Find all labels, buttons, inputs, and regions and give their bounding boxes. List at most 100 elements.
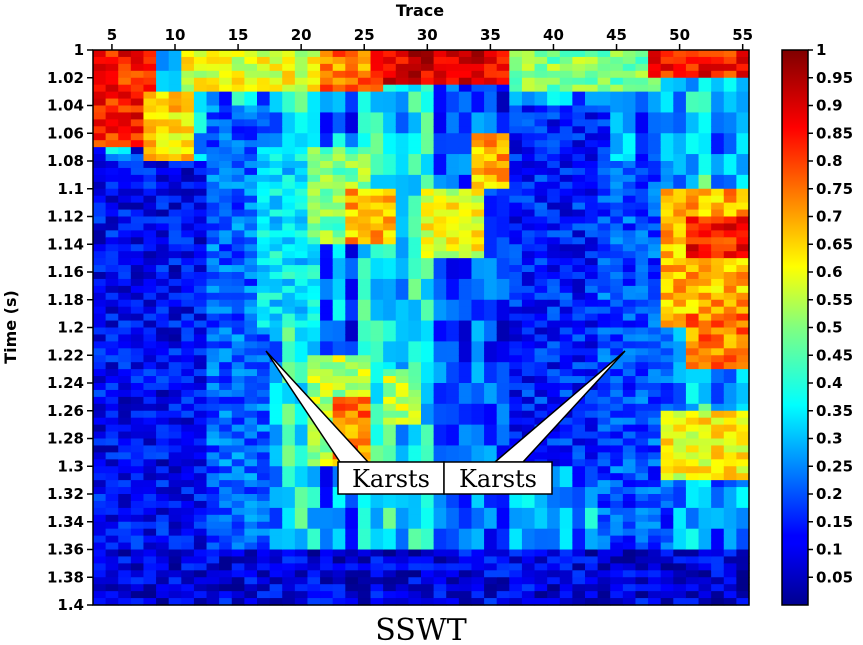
- heatmap-cell: [698, 320, 712, 329]
- heatmap-cell: [156, 258, 170, 266]
- heatmap-cell: [458, 341, 473, 349]
- heatmap-cell: [219, 521, 233, 530]
- heatmap-cell: [244, 209, 258, 218]
- heatmap-cell: [711, 556, 725, 564]
- heatmap-cell: [648, 424, 662, 433]
- heatmap-cell: [244, 237, 258, 245]
- heatmap-cell: [534, 320, 548, 329]
- heatmap-cell: [168, 466, 182, 474]
- heatmap-cell: [635, 244, 649, 252]
- heatmap-cell: [156, 265, 170, 273]
- heatmap-cell: [585, 84, 599, 93]
- heatmap-cell: [269, 438, 283, 447]
- heatmap-cell: [509, 362, 523, 370]
- heatmap-cell: [660, 105, 674, 114]
- heatmap-cell: [156, 278, 170, 287]
- heatmap-cell: [118, 147, 132, 155]
- heatmap-cell: [105, 230, 119, 238]
- heatmap-cell: [370, 348, 384, 356]
- heatmap-cell: [496, 535, 510, 544]
- heatmap-cell: [206, 63, 220, 72]
- heatmap-cell: [458, 98, 473, 107]
- heatmap-cell: [446, 126, 460, 134]
- heatmap-cell: [585, 514, 599, 523]
- heatmap-cell: [156, 216, 170, 225]
- heatmap-cell: [496, 563, 510, 571]
- heatmap-cell: [294, 341, 309, 349]
- heatmap-cell: [181, 528, 195, 537]
- heatmap-cell: [572, 299, 586, 308]
- heatmap-cell: [572, 431, 586, 440]
- heatmap-cell: [673, 230, 687, 238]
- heatmap-cell: [547, 500, 561, 509]
- heatmap-cell: [231, 473, 245, 481]
- heatmap-cell: [635, 188, 649, 197]
- heatmap-cell: [193, 320, 208, 329]
- heatmap-cell: [648, 77, 662, 86]
- heatmap-cell: [156, 133, 170, 141]
- heatmap-cell: [193, 140, 208, 148]
- heatmap-cell: [635, 383, 649, 391]
- heatmap-cell: [193, 209, 208, 218]
- heatmap-cell: [635, 438, 649, 447]
- heatmap-cell: [395, 91, 409, 100]
- heatmap-cell: [307, 577, 321, 585]
- heatmap-cell: [559, 133, 573, 141]
- heatmap-cell: [673, 410, 687, 419]
- heatmap-cell: [156, 591, 170, 599]
- heatmap-cell: [711, 327, 725, 336]
- heatmap-cell: [219, 528, 233, 537]
- heatmap-cell: [383, 563, 397, 571]
- heatmap-cell: [206, 181, 220, 190]
- heatmap-cell: [597, 438, 611, 447]
- heatmap-cell: [383, 383, 397, 391]
- heatmap-cell: [181, 417, 195, 426]
- heatmap-cell: [559, 50, 573, 58]
- heatmap-cell: [257, 473, 271, 481]
- heatmap-cell: [673, 383, 687, 391]
- heatmap-cell: [711, 563, 725, 571]
- heatmap-cell: [559, 417, 573, 426]
- heatmap-cell: [572, 424, 586, 433]
- heatmap-cell: [244, 480, 258, 488]
- heatmap-cell: [118, 181, 132, 190]
- heatmap-cell: [597, 383, 611, 391]
- heatmap-cell: [572, 230, 586, 238]
- heatmap-cell: [118, 369, 132, 377]
- heatmap-cell: [219, 223, 233, 231]
- heatmap-cell: [257, 112, 271, 120]
- heatmap-cell: [446, 237, 460, 245]
- heatmap-cell: [484, 549, 498, 558]
- heatmap-cell: [421, 500, 435, 509]
- heatmap-cell: [370, 133, 384, 141]
- heatmap-cell: [168, 438, 182, 447]
- heatmap-cell: [610, 91, 624, 100]
- heatmap-cell: [294, 410, 309, 419]
- heatmap-cell: [433, 105, 447, 114]
- heatmap-cell: [257, 167, 271, 176]
- heatmap-cell: [685, 403, 700, 412]
- heatmap-cell: [622, 216, 637, 225]
- heatmap-cell: [130, 56, 145, 65]
- heatmap-cell: [130, 202, 145, 211]
- heatmap-cell: [269, 272, 283, 280]
- heatmap-cell: [660, 507, 674, 516]
- heatmap-cell: [421, 417, 435, 426]
- heatmap-cell: [685, 70, 700, 79]
- heatmap-cell: [471, 174, 485, 183]
- heatmap-cell: [471, 251, 485, 259]
- heatmap-cell: [168, 535, 182, 544]
- heatmap-cell: [648, 348, 662, 356]
- heatmap-cell: [673, 216, 687, 225]
- heatmap-cell: [547, 292, 561, 301]
- heatmap-cell: [143, 174, 157, 183]
- heatmap-cell: [685, 112, 700, 120]
- heatmap-cell: [635, 299, 649, 308]
- heatmap-cell: [660, 174, 674, 183]
- heatmap-cell: [660, 161, 674, 169]
- heatmap-cell: [547, 272, 561, 280]
- heatmap-cell: [534, 313, 548, 322]
- heatmap-cell: [484, 181, 498, 190]
- heatmap-cell: [585, 147, 599, 155]
- heatmap-cell: [320, 528, 334, 537]
